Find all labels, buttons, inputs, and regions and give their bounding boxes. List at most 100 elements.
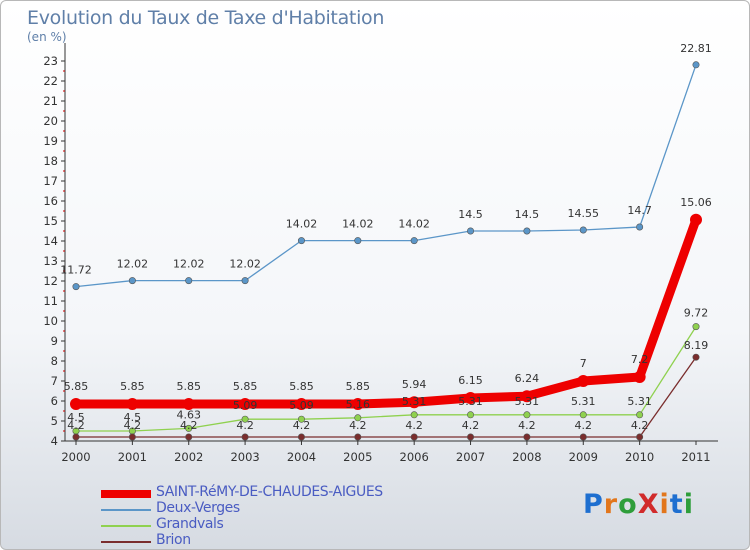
y-tick-label: 21 (43, 94, 58, 108)
logo-letter: i (659, 489, 670, 520)
data-point (72, 433, 80, 441)
data-label: 15.06 (680, 196, 712, 209)
data-label: 5.31 (402, 395, 427, 408)
data-point (185, 424, 193, 432)
data-label: 4.2 (180, 419, 198, 432)
data-label: 4.2 (124, 419, 142, 432)
series-line-3 (75, 356, 697, 438)
x-tick-label: 2001 (118, 450, 147, 464)
data-label: 4.2 (462, 419, 480, 432)
y-tick-label: 13 (43, 254, 58, 268)
data-label: 5.09 (289, 399, 314, 412)
data-label: 5.16 (346, 398, 371, 411)
data-label: 8.19 (684, 339, 709, 352)
x-tick-label: 2011 (681, 450, 710, 464)
data-point (464, 392, 477, 404)
data-point (690, 213, 702, 226)
legend-swatch (101, 525, 151, 527)
y-tick-label: 18 (43, 154, 58, 168)
data-point (72, 283, 80, 291)
legend-label: Deux-Verges (156, 500, 240, 516)
data-label: 14.02 (286, 218, 318, 231)
data-point (128, 277, 136, 285)
data-point (579, 433, 587, 441)
y-tick-label: 17 (43, 174, 58, 188)
data-point (523, 227, 531, 235)
y-tick-label: 9 (51, 334, 58, 348)
data-label: 5.09 (233, 399, 258, 412)
proxiti-logo: ProXiti (583, 489, 694, 520)
data-point (692, 353, 700, 361)
data-point (295, 398, 308, 410)
y-tick-label: 14 (43, 234, 58, 248)
x-tick-label: 2007 (456, 450, 485, 464)
series-line-1 (75, 64, 697, 288)
logo-letter: r (603, 489, 619, 520)
data-point (185, 277, 193, 285)
data-label: 12.02 (117, 258, 149, 271)
data-label: 4.2 (293, 419, 311, 432)
x-tick-label: 2008 (512, 450, 541, 464)
data-point (239, 398, 252, 410)
x-tick-label: 2004 (287, 450, 316, 464)
x-tick-label: 2003 (230, 450, 259, 464)
y-tick-label: 10 (43, 314, 58, 328)
y-tick-label: 16 (43, 194, 58, 208)
data-label: 9.72 (684, 307, 709, 320)
data-point (297, 415, 305, 423)
data-label: 5.85 (346, 380, 371, 393)
data-label: 14.02 (342, 218, 374, 231)
data-point (241, 415, 249, 423)
data-label: 12.02 (173, 258, 205, 271)
chart-title: Evolution du Taux de Taxe d'Habitation (27, 7, 385, 29)
data-point (520, 390, 533, 403)
data-point (523, 411, 531, 419)
data-label: 14.5 (515, 208, 540, 221)
data-label: 5.85 (64, 380, 89, 393)
data-label: 4.2 (575, 419, 593, 432)
data-point (577, 375, 590, 387)
legend-swatch (101, 541, 151, 543)
data-label: 5.31 (571, 395, 596, 408)
data-point (70, 398, 82, 410)
data-point (636, 223, 644, 231)
data-point (636, 433, 644, 441)
y-tick-label: 19 (43, 134, 58, 148)
data-point (523, 433, 531, 441)
data-point (182, 398, 195, 410)
data-label: 7 (580, 357, 587, 370)
x-tick-label: 2006 (400, 450, 429, 464)
y-tick-label: 20 (43, 114, 58, 128)
data-label: 14.55 (568, 207, 600, 220)
y-tick-label: 7 (51, 374, 58, 388)
data-point (354, 433, 362, 441)
data-point (408, 396, 421, 409)
logo-letter: i (683, 489, 694, 520)
y-tick-label: 15 (43, 214, 58, 228)
data-point (410, 433, 418, 441)
data-label: 5.94 (402, 378, 427, 391)
legend-label: Grandvals (156, 516, 224, 532)
y-tick-label: 22 (43, 74, 58, 88)
x-tick-label: 2000 (61, 450, 90, 464)
data-point (467, 433, 475, 441)
legend-swatch (101, 509, 151, 511)
data-label: 7.2 (631, 353, 649, 366)
data-label: 5.31 (515, 395, 540, 408)
y-tick-label: 23 (43, 54, 58, 68)
series-line-2 (75, 325, 697, 432)
data-label: 5.85 (176, 380, 201, 393)
data-label: 4.2 (67, 419, 85, 432)
data-label: 12.02 (229, 258, 261, 271)
x-tick-label: 2002 (174, 450, 203, 464)
data-label: 6.15 (458, 374, 483, 387)
series-line-0 (71, 215, 701, 409)
data-label: 5.85 (120, 380, 145, 393)
data-point (128, 433, 136, 441)
data-label: 5.85 (233, 380, 258, 393)
data-point (579, 226, 587, 234)
logo-letter: X (637, 489, 660, 520)
data-label: 14.5 (458, 208, 483, 221)
